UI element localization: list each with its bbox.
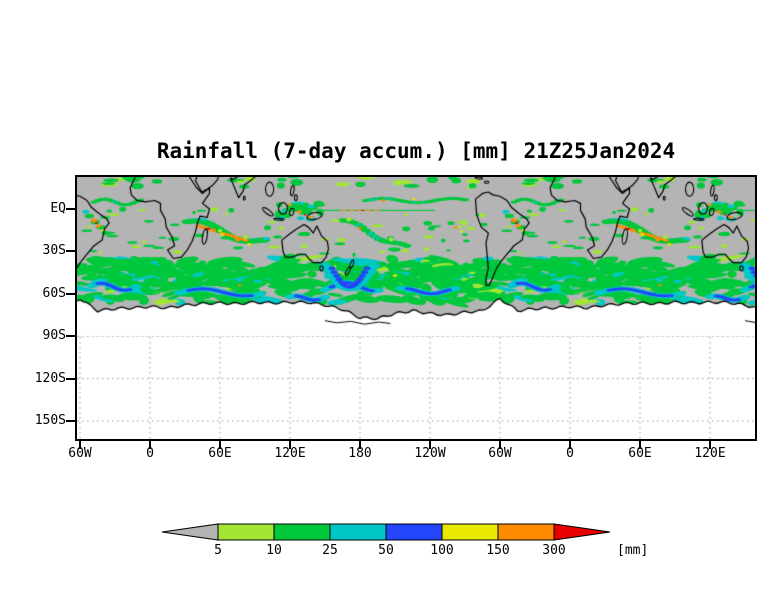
legend-tick-label: 50 [378, 543, 394, 558]
x-axis-tick [429, 441, 431, 449]
y-axis-tick [66, 208, 75, 210]
legend-tick-label: 10 [266, 543, 282, 558]
legend-segment [441, 523, 499, 541]
x-axis-label: 120W [414, 446, 446, 461]
legend-tick-label: 150 [486, 543, 509, 558]
x-axis-label: 180 [348, 446, 372, 461]
y-axis-tick [66, 420, 75, 422]
x-axis-label: 60E [208, 446, 232, 461]
x-axis-tick [219, 441, 221, 449]
x-axis-tick [359, 441, 361, 449]
rainfall-map-canvas [77, 177, 755, 439]
x-axis-label: 60W [68, 446, 92, 461]
y-axis-tick [66, 377, 75, 380]
legend-segment [497, 523, 555, 541]
legend-tick-label: 100 [430, 543, 453, 558]
color-legend: 5 10 25 50 100 150 300 [mm] [161, 523, 648, 558]
legend-segment [273, 523, 331, 541]
chart-title: Rainfall (7-day accum.) [mm] 21Z25Jan202… [156, 139, 676, 163]
x-axis-tick [569, 441, 571, 449]
x-axis-label: 120E [274, 446, 306, 461]
y-axis-label: 90S [42, 328, 66, 344]
legend-segment [329, 523, 387, 541]
x-axis-label: 0 [566, 446, 574, 461]
y-axis-label: 30S [42, 243, 66, 259]
x-axis-label: 120E [694, 446, 726, 461]
x-axis-tick [149, 441, 151, 449]
y-axis-label: 60S [42, 285, 66, 301]
x-axis-label: 60W [488, 446, 512, 461]
x-axis-tick [639, 441, 641, 449]
x-axis-label: 60E [628, 446, 652, 461]
legend-segment [217, 523, 275, 541]
legend-tick-label: 300 [542, 543, 565, 558]
legend-tick-label: 25 [322, 543, 338, 558]
map-frame [75, 175, 757, 441]
y-axis-label: EQ [50, 201, 66, 216]
y-axis-tick [66, 250, 75, 253]
legend-arrow-below [161, 523, 219, 541]
y-axis-label: 150S [34, 413, 66, 428]
legend-unit-label: [mm] [617, 543, 648, 558]
y-axis-tick [66, 335, 75, 338]
legend-tick-label: 5 [214, 543, 222, 558]
legend-arrow-above [553, 523, 611, 541]
y-axis-tick [66, 292, 75, 295]
x-axis-tick [499, 441, 501, 449]
x-axis-tick [289, 441, 291, 449]
x-axis-tick [79, 441, 81, 449]
x-axis-label: 0 [146, 446, 154, 461]
x-axis-tick [709, 441, 711, 449]
legend-segment [385, 523, 443, 541]
y-axis-label: 120S [34, 370, 66, 386]
